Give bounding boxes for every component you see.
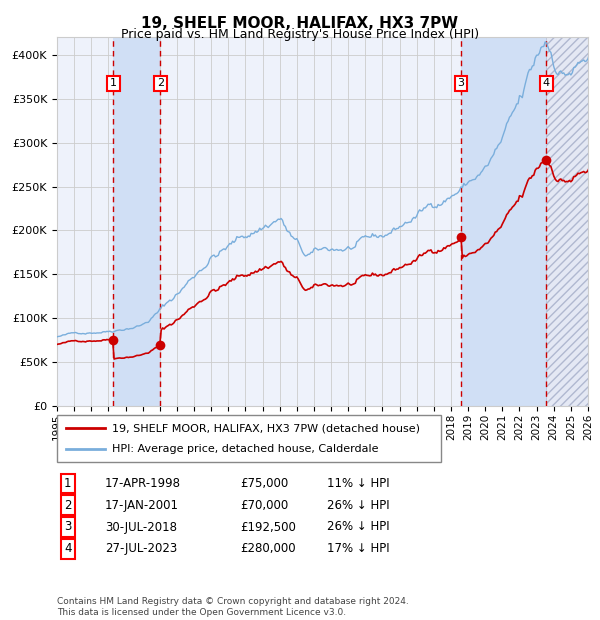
Text: 17-APR-1998: 17-APR-1998 xyxy=(105,477,181,490)
Text: £192,500: £192,500 xyxy=(240,521,296,533)
Text: £70,000: £70,000 xyxy=(240,499,288,511)
Text: HPI: Average price, detached house, Calderdale: HPI: Average price, detached house, Cald… xyxy=(112,444,379,454)
Text: £280,000: £280,000 xyxy=(240,542,296,555)
Text: 17% ↓ HPI: 17% ↓ HPI xyxy=(327,542,389,555)
Bar xyxy=(461,37,547,406)
Text: Price paid vs. HM Land Registry's House Price Index (HPI): Price paid vs. HM Land Registry's House … xyxy=(121,28,479,41)
Text: 27-JUL-2023: 27-JUL-2023 xyxy=(105,542,177,555)
Text: 3: 3 xyxy=(64,521,71,533)
Text: 1: 1 xyxy=(110,78,117,88)
Bar xyxy=(113,37,160,406)
Text: 4: 4 xyxy=(64,542,71,555)
Text: 26% ↓ HPI: 26% ↓ HPI xyxy=(327,521,389,533)
Text: 2: 2 xyxy=(157,78,164,88)
Text: 11% ↓ HPI: 11% ↓ HPI xyxy=(327,477,389,490)
Text: 26% ↓ HPI: 26% ↓ HPI xyxy=(327,499,389,511)
Text: £75,000: £75,000 xyxy=(240,477,288,490)
Text: Contains HM Land Registry data © Crown copyright and database right 2024.
This d: Contains HM Land Registry data © Crown c… xyxy=(57,598,409,617)
Text: 30-JUL-2018: 30-JUL-2018 xyxy=(105,521,177,533)
Bar xyxy=(547,37,588,406)
Text: 19, SHELF MOOR, HALIFAX, HX3 7PW: 19, SHELF MOOR, HALIFAX, HX3 7PW xyxy=(142,16,458,30)
Text: 17-JAN-2001: 17-JAN-2001 xyxy=(105,499,179,511)
Text: 4: 4 xyxy=(543,78,550,88)
Text: 3: 3 xyxy=(457,78,464,88)
Text: 19, SHELF MOOR, HALIFAX, HX3 7PW (detached house): 19, SHELF MOOR, HALIFAX, HX3 7PW (detach… xyxy=(112,423,420,433)
Text: 1: 1 xyxy=(64,477,71,490)
Text: 2: 2 xyxy=(64,499,71,511)
